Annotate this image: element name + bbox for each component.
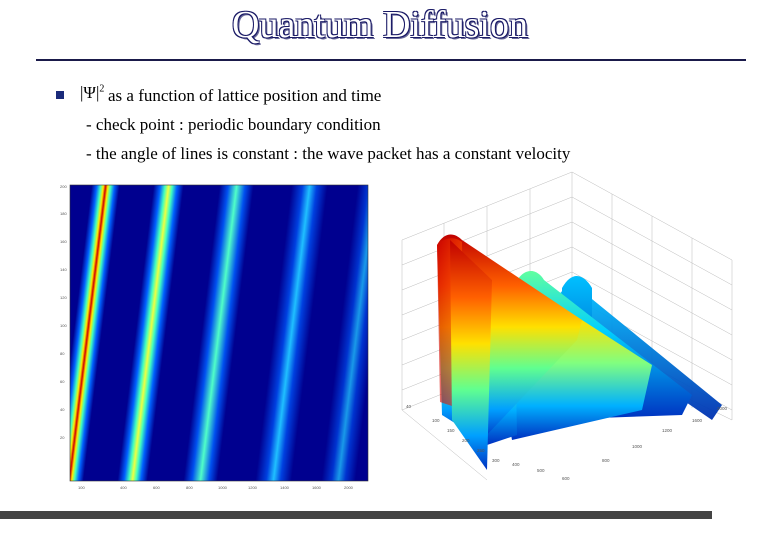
svg-text:600: 600 (153, 485, 160, 490)
svg-text:800: 800 (186, 485, 193, 490)
bullet-line-1: as a function of lattice position and ti… (108, 86, 382, 105)
svg-text:200: 200 (462, 438, 470, 443)
svg-text:150: 150 (447, 428, 455, 433)
svg-text:100: 100 (432, 418, 440, 423)
svg-text:400: 400 (512, 462, 520, 467)
svg-text:160: 160 (60, 239, 67, 244)
bullet-line-2: - check point : periodic boundary condit… (86, 115, 381, 134)
svg-text:100: 100 (78, 485, 85, 490)
svg-text:200: 200 (60, 184, 67, 189)
title-divider (36, 59, 746, 61)
psi-symbol: |Ψ| (80, 83, 100, 102)
svg-text:300: 300 (492, 458, 500, 463)
svg-text:40: 40 (406, 404, 412, 409)
svg-text:60: 60 (60, 379, 65, 384)
psi-exponent: 2 (99, 83, 105, 95)
svg-text:1000: 1000 (632, 444, 643, 449)
svg-text:400: 400 (120, 485, 127, 490)
psi-squared-symbol: |Ψ|2 (80, 83, 104, 103)
svg-text:20: 20 (60, 435, 65, 440)
svg-text:80: 80 (60, 351, 65, 356)
svg-text:800: 800 (602, 458, 610, 463)
bullet-line-3: - the angle of lines is constant : the w… (86, 144, 571, 163)
footer-bar (0, 511, 712, 519)
svg-text:40: 40 (60, 407, 65, 412)
svg-text:600: 600 (562, 476, 570, 481)
svg-text:140: 140 (60, 267, 67, 272)
svg-text:180: 180 (60, 211, 67, 216)
svg-text:100: 100 (60, 323, 67, 328)
svg-text:2000: 2000 (344, 485, 354, 490)
surface-3d-plot: 40 100 150 200 250 300 400 500 600 800 1000 1200… (401, 171, 733, 481)
svg-text:1200: 1200 (248, 485, 258, 490)
svg-text:250: 250 (477, 448, 485, 453)
svg-text:500: 500 (537, 468, 545, 473)
bullet-marker (56, 91, 64, 99)
svg-text:1400: 1400 (280, 485, 290, 490)
svg-text:120: 120 (60, 295, 67, 300)
svg-text:1600: 1600 (692, 418, 703, 423)
svg-text:1200: 1200 (662, 428, 673, 433)
svg-text:2000: 2000 (717, 406, 728, 411)
svg-text:1000: 1000 (218, 485, 228, 490)
slide-title: Quantum Diffusion (232, 4, 528, 46)
heatmap-plot: 200 180 160 140 120 100 80 60 40 20 100 4… (60, 184, 369, 490)
svg-text:1600: 1600 (312, 485, 322, 490)
